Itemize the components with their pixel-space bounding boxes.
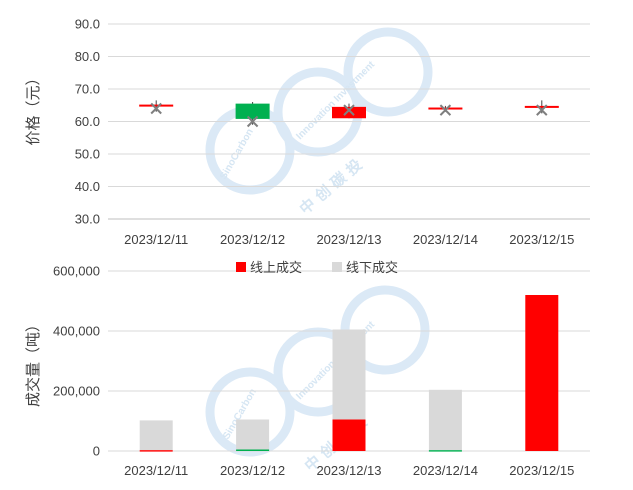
price-average-marker: [439, 104, 452, 116]
price-x-tick-label: 2023/12/13: [316, 232, 381, 247]
price-candle-body: [428, 107, 463, 110]
legend-label: 线上成交: [250, 260, 302, 276]
volume-bar-offline: [428, 389, 462, 451]
price-candle-body: [332, 106, 366, 119]
price-y-tick-labels: 30.0 40.0 50.0 60.0 70.0 80.0 90.0: [75, 17, 100, 227]
price-y-tick-label: 50.0: [75, 147, 100, 162]
volume-x-tick-label: 2023/12/13: [316, 463, 381, 478]
price-candles: [139, 100, 559, 128]
legend-label: 线下成交: [346, 260, 398, 276]
volume-x-tick-labels: 2023/12/11 2023/12/12 2023/12/13 2023/12/14…: [124, 463, 574, 478]
volume-bar-online: [236, 449, 270, 451]
price-y-tick-label: 30.0: [75, 212, 100, 227]
price-chart: 30.040.050.060.070.080.090.0 2023/12/11 2…: [24, 17, 590, 247]
price-x-tick-label: 2023/12/11: [124, 232, 188, 247]
volume-bar-online: [525, 295, 559, 451]
price-y-tick-label: 40.0: [75, 179, 100, 194]
price-y-tick-label: 90.0: [75, 17, 100, 32]
volume-x-tick-label: 2023/12/14: [413, 463, 478, 478]
legend-swatch: [236, 262, 246, 272]
price-gridlines: [108, 23, 590, 220]
volume-y-tick-label: 0: [93, 444, 100, 459]
price-x-tick-label: 2023/12/14: [413, 232, 478, 247]
volume-bar-online: [332, 419, 366, 451]
price-average-marker: [150, 102, 162, 115]
volume-bar-online: [428, 450, 462, 452]
price-y-tick-label: 70.0: [75, 82, 100, 97]
volume-bar-online: [139, 450, 173, 452]
legend-swatch: [332, 262, 342, 272]
volume-x-tick-label: 2023/12/15: [509, 463, 574, 478]
volume-bar-offline: [332, 329, 366, 420]
price-candle-body: [139, 104, 174, 107]
price-y-tick-label: 80.0: [75, 49, 100, 64]
price-x-tick-label: 2023/12/15: [509, 232, 574, 247]
price-y-tick-label: 60.0: [75, 114, 100, 129]
volume-bar-offline: [236, 419, 270, 450]
volume-bar-offline: [139, 420, 173, 451]
price-candle-body: [235, 103, 270, 119]
volume-bars: [139, 295, 559, 452]
volume-y-tick-label: 200,000: [53, 384, 100, 399]
volume-y-tick-labels: 0 200,000 400,000 600,000: [53, 264, 100, 459]
price-average-marker: [246, 115, 259, 128]
price-y-axis-title: 价格（元）: [24, 70, 42, 145]
volume-legend: 线上成交 线下成交: [236, 260, 398, 276]
volume-x-tick-label: 2023/12/11: [124, 463, 188, 478]
price-average-marker: [536, 104, 548, 116]
price-x-tick-label: 2023/12/12: [220, 232, 285, 247]
price-average-marker: [343, 104, 355, 116]
volume-x-tick-label: 2023/12/12: [220, 463, 285, 478]
price-x-tick-labels: 2023/12/11 2023/12/12 2023/12/13 2023/12/14…: [124, 232, 574, 247]
price-candle-body: [524, 105, 559, 108]
volume-y-tick-label: 600,000: [53, 264, 100, 279]
volume-y-axis-title: 成交量（吨）: [24, 317, 42, 407]
watermark-logo-top: SinoCarbon Innovation Investment 中 创 碳 投: [205, 27, 433, 218]
volume-y-tick-label: 400,000: [53, 324, 100, 339]
